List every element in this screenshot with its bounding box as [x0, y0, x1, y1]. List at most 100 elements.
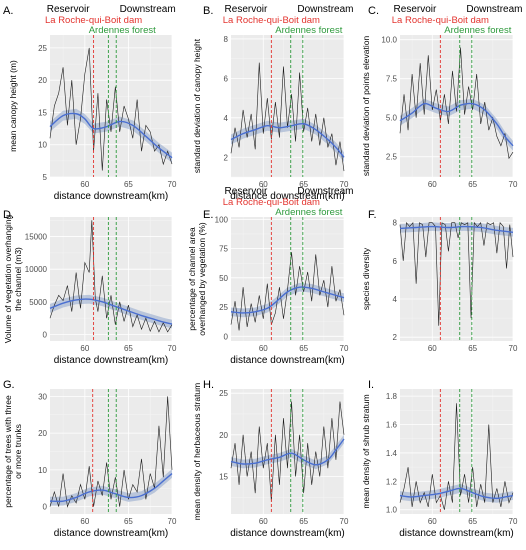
- y-tick-label: 1.0: [386, 506, 398, 515]
- y-axis-label-line: Volume of vegetation overhanging: [3, 214, 13, 343]
- y-axis-label-line: species diversity: [361, 247, 371, 310]
- panel-7: 60 65 70 0 10 20 30 distance downstream(km) perc…: [3, 379, 177, 539]
- x-tick-label: 60: [80, 180, 89, 189]
- x-tick-label: 70: [340, 344, 349, 353]
- panel-9: 60 65 70 1.0 1.2 1.4 1.6 1.8 distance downstream…: [361, 379, 518, 539]
- reservoir-label: Reservoir: [225, 4, 268, 15]
- forest-label: Ardennes forest: [89, 25, 156, 36]
- y-tick-label: 0: [43, 330, 48, 339]
- y-axis-label: mean canopy height (m): [8, 60, 18, 152]
- y-tick-label: 30: [38, 392, 47, 401]
- panel-letter: C.: [368, 5, 379, 17]
- smooth-trend-line: [399, 487, 514, 500]
- y-tick-label: 7.5: [386, 75, 398, 84]
- smooth-trend-line: [399, 102, 514, 147]
- x-tick-label: 60: [259, 517, 268, 526]
- x-axis-label: distance downstream(km): [54, 528, 168, 539]
- x-tick-label: 70: [509, 517, 518, 526]
- panel-letter: A.: [3, 5, 13, 17]
- y-tick-label: 6: [393, 257, 398, 266]
- y-tick-label: 5: [43, 173, 48, 182]
- y-axis-label: mean density of herbaceous stratum: [192, 383, 202, 521]
- y-axis-label: mean density of shrub stratum: [361, 394, 371, 508]
- x-tick-label: 65: [124, 180, 133, 189]
- y-tick-label: 8: [224, 35, 229, 44]
- plot-background: [231, 217, 344, 341]
- y-axis-label-line: overhanged by vegetation (%): [197, 222, 207, 336]
- plot-background: [50, 35, 172, 177]
- x-axis-label: distance downstream(km): [399, 528, 513, 539]
- x-tick-label: 65: [124, 517, 133, 526]
- x-tick-label: 60: [259, 344, 268, 353]
- x-tick-label: 60: [259, 180, 268, 189]
- x-tick-label: 70: [340, 517, 349, 526]
- panel-5: 60 65 70 0 25 50 75 100 distance downstream(km) p…: [187, 186, 353, 366]
- x-tick-label: 65: [299, 344, 308, 353]
- dam-label: La Roche-qui-Boit dam: [223, 197, 320, 208]
- y-tick-label: 20: [219, 431, 228, 440]
- forest-label: Ardennes forest: [275, 207, 342, 218]
- y-axis-label-line: mean density of shrub stratum: [361, 394, 371, 508]
- data-series-line: [399, 221, 514, 326]
- panel-letter: D.: [3, 209, 14, 221]
- x-tick-label: 70: [168, 517, 177, 526]
- panel-6: 60 65 70 2 4 6 8 species diversity F.: [361, 209, 518, 353]
- y-tick-label: 10: [38, 466, 47, 475]
- x-axis-label: distance downstream(km): [230, 191, 344, 202]
- plot-background: [231, 35, 344, 177]
- x-tick-label: 70: [168, 344, 177, 353]
- y-axis-label: standard deviation of points elevation: [361, 36, 371, 177]
- panel-3: 60 65 70 2.5 5.0 7.5 10.0 standard deviation of…: [361, 4, 522, 189]
- x-tick-label: 65: [468, 517, 477, 526]
- y-tick-label: 15: [38, 108, 47, 117]
- x-tick-label: 70: [168, 180, 177, 189]
- x-tick-label: 60: [80, 344, 89, 353]
- plot-background: [400, 217, 513, 341]
- x-tick-label: 60: [428, 517, 437, 526]
- x-tick-label: 65: [468, 180, 477, 189]
- y-tick-label: 1.4: [386, 449, 398, 458]
- y-tick-label: 0: [224, 332, 229, 341]
- downstream-label: Downstream: [297, 4, 353, 15]
- panel-8: 60 65 70 15 20 25 distance downstream(km) mean …: [192, 379, 349, 539]
- confidence-band: [231, 434, 344, 470]
- x-tick-label: 60: [80, 517, 89, 526]
- y-tick-label: 25: [219, 389, 228, 398]
- y-tick-label: 25: [38, 44, 47, 53]
- y-axis-label-line: or more trunks: [13, 424, 23, 479]
- x-axis-label: distance downstream(km): [230, 528, 344, 539]
- y-tick-label: 4: [224, 114, 229, 123]
- x-tick-label: 65: [124, 344, 133, 353]
- y-tick-label: 75: [219, 245, 228, 254]
- smooth-trend-line: [49, 473, 173, 503]
- data-series-line: [230, 401, 345, 502]
- downstream-label: Downstream: [466, 4, 522, 15]
- confidence-band: [50, 469, 172, 506]
- y-tick-label: 2: [393, 333, 398, 342]
- dam-label: La Roche-qui-Boit dam: [223, 15, 320, 26]
- y-tick-label: 6: [224, 74, 229, 83]
- y-axis-label-line: percentage of trees with three: [3, 395, 13, 508]
- panel-letter: F.: [368, 209, 377, 221]
- confidence-band: [400, 98, 513, 151]
- y-tick-label: 20: [38, 76, 47, 85]
- y-tick-label: 25: [219, 303, 228, 312]
- y-axis-label: Volume of vegetation overhangingthe chan…: [3, 214, 23, 343]
- y-tick-label: 10000: [25, 265, 48, 274]
- smooth-trend-line: [399, 225, 514, 233]
- y-tick-label: 5000: [29, 298, 47, 307]
- confidence-band: [231, 282, 344, 318]
- x-tick-label: 65: [299, 517, 308, 526]
- forest-label: Ardennes forest: [275, 25, 342, 36]
- y-axis-label-line: standard deviation of points elevation: [361, 36, 371, 177]
- y-tick-label: 10: [38, 141, 47, 150]
- data-series-line: [230, 252, 345, 331]
- x-tick-label: 65: [299, 180, 308, 189]
- panel-letter: B.: [203, 5, 213, 17]
- y-tick-label: 50: [219, 274, 228, 283]
- y-tick-label: 10.0: [381, 36, 397, 45]
- y-tick-label: 5.0: [386, 114, 398, 123]
- y-tick-label: 15: [219, 473, 228, 482]
- x-tick-label: 70: [340, 180, 349, 189]
